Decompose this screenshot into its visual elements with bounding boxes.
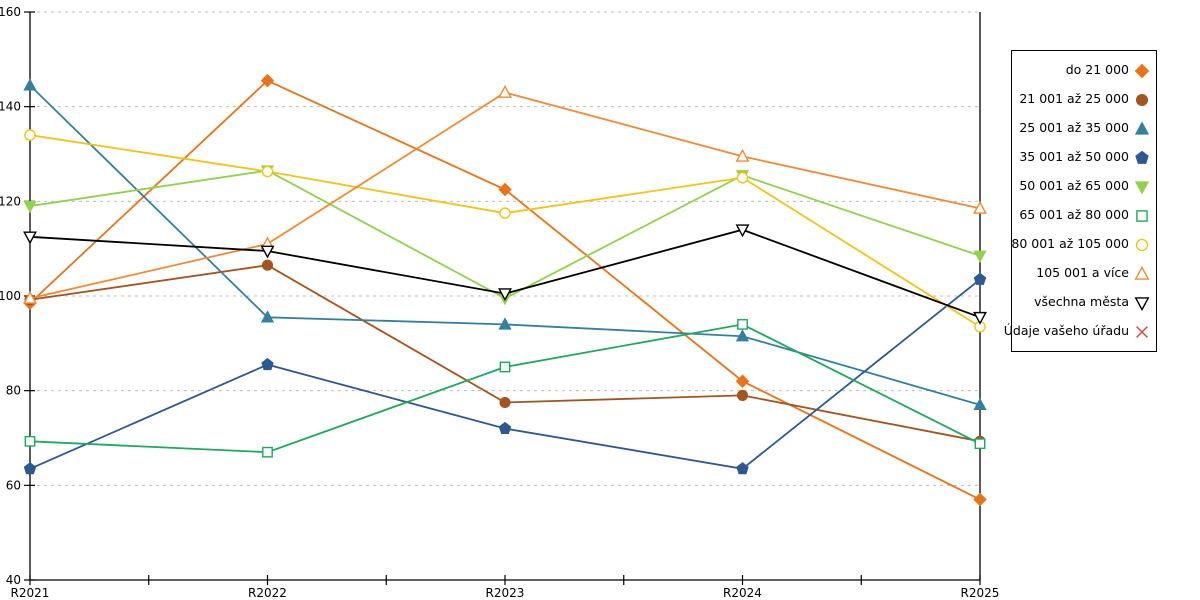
marker-triangle-down xyxy=(1134,180,1150,195)
marker-diamond xyxy=(260,73,275,88)
triangle-up-icon xyxy=(1134,120,1150,135)
marker-square xyxy=(974,438,986,450)
marker-pentagon xyxy=(261,357,274,371)
series-markers-2 xyxy=(23,78,987,411)
legend-label: 21 001 až 25 000 xyxy=(1019,91,1129,107)
legend-label: do 21 000 xyxy=(1065,62,1129,78)
marker-circle xyxy=(736,389,749,401)
legend-item-1: 21 001 až 25 000 xyxy=(1015,85,1150,114)
x-tick-label: R2025 xyxy=(961,586,1000,600)
marker-triangle-up xyxy=(973,200,987,214)
y-tick-label: 120 xyxy=(0,194,21,208)
legend-label: 35 001 až 50 000 xyxy=(1019,149,1129,165)
marker-triangle-down xyxy=(498,288,512,302)
legend-label: všechna města xyxy=(1034,294,1129,310)
legend-item-9: Údaje vašeho úřadu xyxy=(1004,317,1150,346)
marker-x xyxy=(1136,325,1148,338)
y-tick-label: 160 xyxy=(0,5,21,19)
series-markers-5 xyxy=(24,319,986,458)
legend-item-6: 80 001 až 105 000 xyxy=(1011,230,1150,259)
x-tick-label: R2021 xyxy=(11,586,50,600)
marker-diamond xyxy=(498,182,512,197)
circle-icon xyxy=(1135,238,1149,251)
marker-square xyxy=(1136,209,1148,222)
marker-square xyxy=(499,361,511,373)
marker-circle xyxy=(499,207,511,219)
y-tick-label: 40 xyxy=(6,573,21,587)
y-tick-label: 80 xyxy=(6,384,21,398)
marker-triangle-up xyxy=(1134,265,1150,280)
pentagon-icon xyxy=(1135,150,1149,164)
legend-label: 105 001 a více xyxy=(1036,265,1129,281)
marker-triangle-up xyxy=(260,310,275,323)
legend-item-0: do 21 000 xyxy=(1015,56,1150,85)
marker-triangle-up xyxy=(973,397,987,411)
marker-triangle-up xyxy=(23,78,37,91)
x-tick-label: R2022 xyxy=(248,586,287,600)
triangle-down-icon xyxy=(1134,180,1150,195)
marker-triangle-up xyxy=(498,317,512,330)
series-line-3 xyxy=(29,278,981,470)
square-icon xyxy=(1136,209,1148,222)
marker-pentagon xyxy=(23,462,37,475)
series-markers-8 xyxy=(23,224,987,325)
marker-pentagon xyxy=(498,421,512,434)
chart-legend: do 21 000 21 001 až 25 000 25 001 až 35 00… xyxy=(1004,50,1157,352)
series-markers-6 xyxy=(24,129,986,333)
marker-triangle-down xyxy=(735,224,750,238)
marker-diamond xyxy=(973,492,987,507)
marker-triangle-up xyxy=(1134,120,1150,135)
marker-triangle-down xyxy=(260,245,275,259)
marker-circle xyxy=(24,129,36,141)
marker-square xyxy=(262,446,273,458)
marker-triangle-down xyxy=(23,231,37,245)
diamond-icon xyxy=(1134,63,1150,78)
legend-label: 65 001 až 80 000 xyxy=(1019,207,1129,223)
marker-circle xyxy=(261,165,274,178)
y-tick-label: 140 xyxy=(0,100,21,114)
triangle-down-icon xyxy=(1134,296,1150,311)
series-markers-3 xyxy=(23,272,987,475)
marker-square xyxy=(24,435,36,447)
legend-item-2: 25 001 až 35 000 xyxy=(1015,114,1150,143)
legend-label: 50 001 až 65 000 xyxy=(1019,178,1129,194)
marker-circle xyxy=(1135,93,1149,106)
circle-icon xyxy=(1135,93,1149,106)
marker-diamond xyxy=(735,374,750,388)
legend-label: 25 001 až 35 000 xyxy=(1019,120,1129,136)
legend-item-5: 65 001 až 80 000 xyxy=(1015,201,1150,230)
legend-label: Údaje vašeho úřadu xyxy=(1003,323,1129,339)
marker-circle xyxy=(1135,238,1149,251)
legend-label: 80 001 až 105 000 xyxy=(1011,236,1129,252)
marker-triangle-up xyxy=(735,148,750,162)
marker-triangle-down xyxy=(1134,296,1150,311)
marker-triangle-up xyxy=(735,329,750,342)
x-tick-label: R2023 xyxy=(486,586,525,600)
marker-triangle-down xyxy=(23,200,37,214)
legend-item-7: 105 001 a více xyxy=(1015,259,1150,288)
marker-triangle-down xyxy=(973,250,987,263)
legend-item-3: 35 001 až 50 000 xyxy=(1015,143,1150,172)
marker-circle xyxy=(261,259,274,271)
legend-item-4: 50 001 až 65 000 xyxy=(1015,172,1150,201)
marker-pentagon xyxy=(973,272,987,285)
marker-diamond xyxy=(1134,63,1150,78)
legend-item-8: všechna města xyxy=(1015,288,1150,317)
marker-triangle-up xyxy=(23,290,37,304)
marker-pentagon xyxy=(1135,150,1149,164)
marker-circle xyxy=(736,171,749,184)
x-icon xyxy=(1136,325,1148,338)
x-tick-label: R2024 xyxy=(723,586,762,600)
marker-triangle-down xyxy=(973,311,987,325)
chart-canvas: 40 60 80 100 120 140 160 R2021 R2022 R2023 R2024 R2… xyxy=(0,5,1000,600)
marker-circle xyxy=(499,396,511,409)
y-tick-label: 60 xyxy=(6,478,21,492)
marker-square xyxy=(737,319,748,330)
marker-pentagon xyxy=(736,462,749,475)
triangle-up-icon xyxy=(1134,265,1150,280)
marker-triangle-up xyxy=(498,84,512,98)
y-tick-label: 100 xyxy=(0,289,21,303)
series-markers-1 xyxy=(24,259,986,447)
